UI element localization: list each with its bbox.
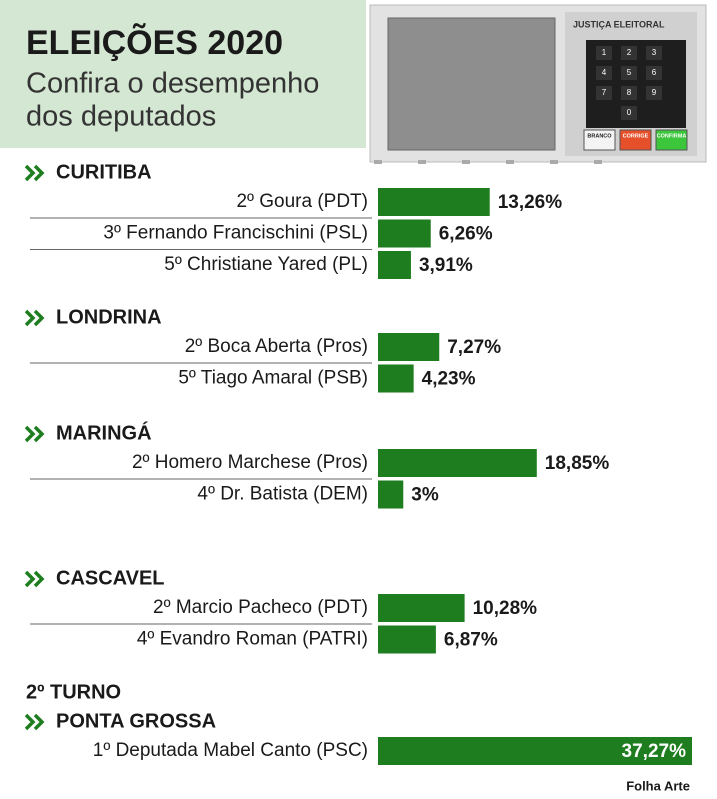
value-label: 7,27% bbox=[447, 337, 501, 358]
title-panel bbox=[0, 0, 366, 148]
key-label: 5 bbox=[627, 68, 632, 77]
value-label: 37,27% bbox=[622, 741, 687, 762]
chevron bbox=[33, 309, 45, 327]
group-heading: MARINGÁ bbox=[56, 421, 152, 444]
chevron bbox=[33, 570, 45, 588]
value-label: 4,23% bbox=[422, 369, 476, 390]
bar-label: 1º Deputada Mabel Canto (PSC) bbox=[93, 740, 368, 761]
bar bbox=[378, 594, 465, 622]
group-heading: LONDRINA bbox=[56, 306, 162, 328]
machine-screen bbox=[387, 17, 556, 151]
bar bbox=[378, 737, 692, 765]
button-label: CONFIRMA bbox=[657, 133, 687, 139]
group-heading: CURITIBA bbox=[56, 161, 152, 183]
key bbox=[596, 86, 612, 100]
machine-foot bbox=[418, 160, 426, 164]
key bbox=[621, 86, 637, 100]
bar-label: 2º Marcio Pacheco (PDT) bbox=[153, 597, 368, 618]
bar-label: 4º Evandro Roman (PATRI) bbox=[137, 629, 368, 650]
credit: Folha Arte bbox=[626, 778, 690, 793]
chart-title: ELEIÇÕES 2020 bbox=[26, 24, 283, 62]
key bbox=[621, 46, 637, 60]
bar-label: 4º Dr. Batista (DEM) bbox=[197, 484, 368, 505]
chevron bbox=[33, 164, 45, 182]
chevron bbox=[33, 425, 45, 443]
bar-label: 2º Homero Marchese (Pros) bbox=[132, 452, 368, 473]
button bbox=[619, 129, 652, 151]
key bbox=[596, 66, 612, 80]
chevron bbox=[33, 713, 45, 731]
key bbox=[646, 66, 662, 80]
chevron bbox=[24, 570, 36, 588]
value-label: 10,28% bbox=[473, 598, 538, 619]
bar-label: 5º Tiago Amaral (PSB) bbox=[178, 368, 368, 389]
key-label: 7 bbox=[602, 88, 607, 97]
key-label: 4 bbox=[602, 68, 607, 77]
subtitle: Confira o desempenho bbox=[26, 68, 319, 100]
machine-foot bbox=[374, 160, 382, 164]
chevron bbox=[24, 309, 36, 327]
subtitle: dos deputados bbox=[26, 101, 216, 133]
machine-foot bbox=[462, 160, 470, 164]
key-label: 2 bbox=[627, 48, 632, 57]
bar bbox=[378, 625, 436, 654]
key-label: 1 bbox=[602, 48, 607, 57]
chevron bbox=[24, 713, 36, 731]
bar-label: 2º Boca Aberta (Pros) bbox=[185, 336, 368, 357]
bar-label: 3º Fernando Francischini (PSL) bbox=[103, 223, 368, 244]
key-label: 6 bbox=[652, 68, 657, 77]
key bbox=[596, 46, 612, 60]
key bbox=[646, 46, 662, 60]
machine-foot bbox=[506, 160, 514, 164]
key-label: 0 bbox=[627, 108, 632, 117]
machine-foot bbox=[594, 160, 602, 164]
key-label: 9 bbox=[652, 88, 657, 97]
bar-label: 5º Christiane Yared (PL) bbox=[164, 254, 368, 275]
value-label: 13,26% bbox=[498, 192, 563, 213]
key-label: 3 bbox=[652, 48, 657, 57]
button-label: BRANCO bbox=[587, 133, 612, 139]
value-label: 6,26% bbox=[439, 224, 493, 245]
bar-label: 2º Goura (PDT) bbox=[236, 191, 368, 212]
bar bbox=[378, 188, 490, 216]
button bbox=[655, 129, 688, 151]
round-heading: 2º TURNO bbox=[26, 681, 121, 703]
key bbox=[621, 66, 637, 80]
button bbox=[583, 129, 616, 151]
group-heading: CASCAVEL bbox=[56, 567, 165, 589]
value-label: 6,87% bbox=[444, 630, 498, 651]
bar bbox=[378, 333, 440, 361]
machine-foot bbox=[550, 160, 558, 164]
bar bbox=[378, 219, 431, 248]
key-label: 8 bbox=[627, 88, 632, 97]
bar bbox=[378, 449, 537, 477]
value-label: 3,91% bbox=[419, 255, 473, 276]
chevron bbox=[24, 164, 36, 182]
bar bbox=[378, 480, 404, 509]
bar bbox=[378, 251, 411, 279]
key bbox=[621, 106, 637, 120]
bar bbox=[378, 364, 414, 393]
chevron bbox=[24, 425, 36, 443]
machine-header: JUSTIÇA ELEITORAL bbox=[573, 19, 665, 29]
value-label: 18,85% bbox=[545, 453, 610, 474]
key bbox=[646, 86, 662, 100]
value-label: 3% bbox=[411, 485, 439, 506]
button-label: CORRIGE bbox=[623, 133, 649, 139]
group-heading: PONTA GROSSA bbox=[56, 710, 216, 732]
